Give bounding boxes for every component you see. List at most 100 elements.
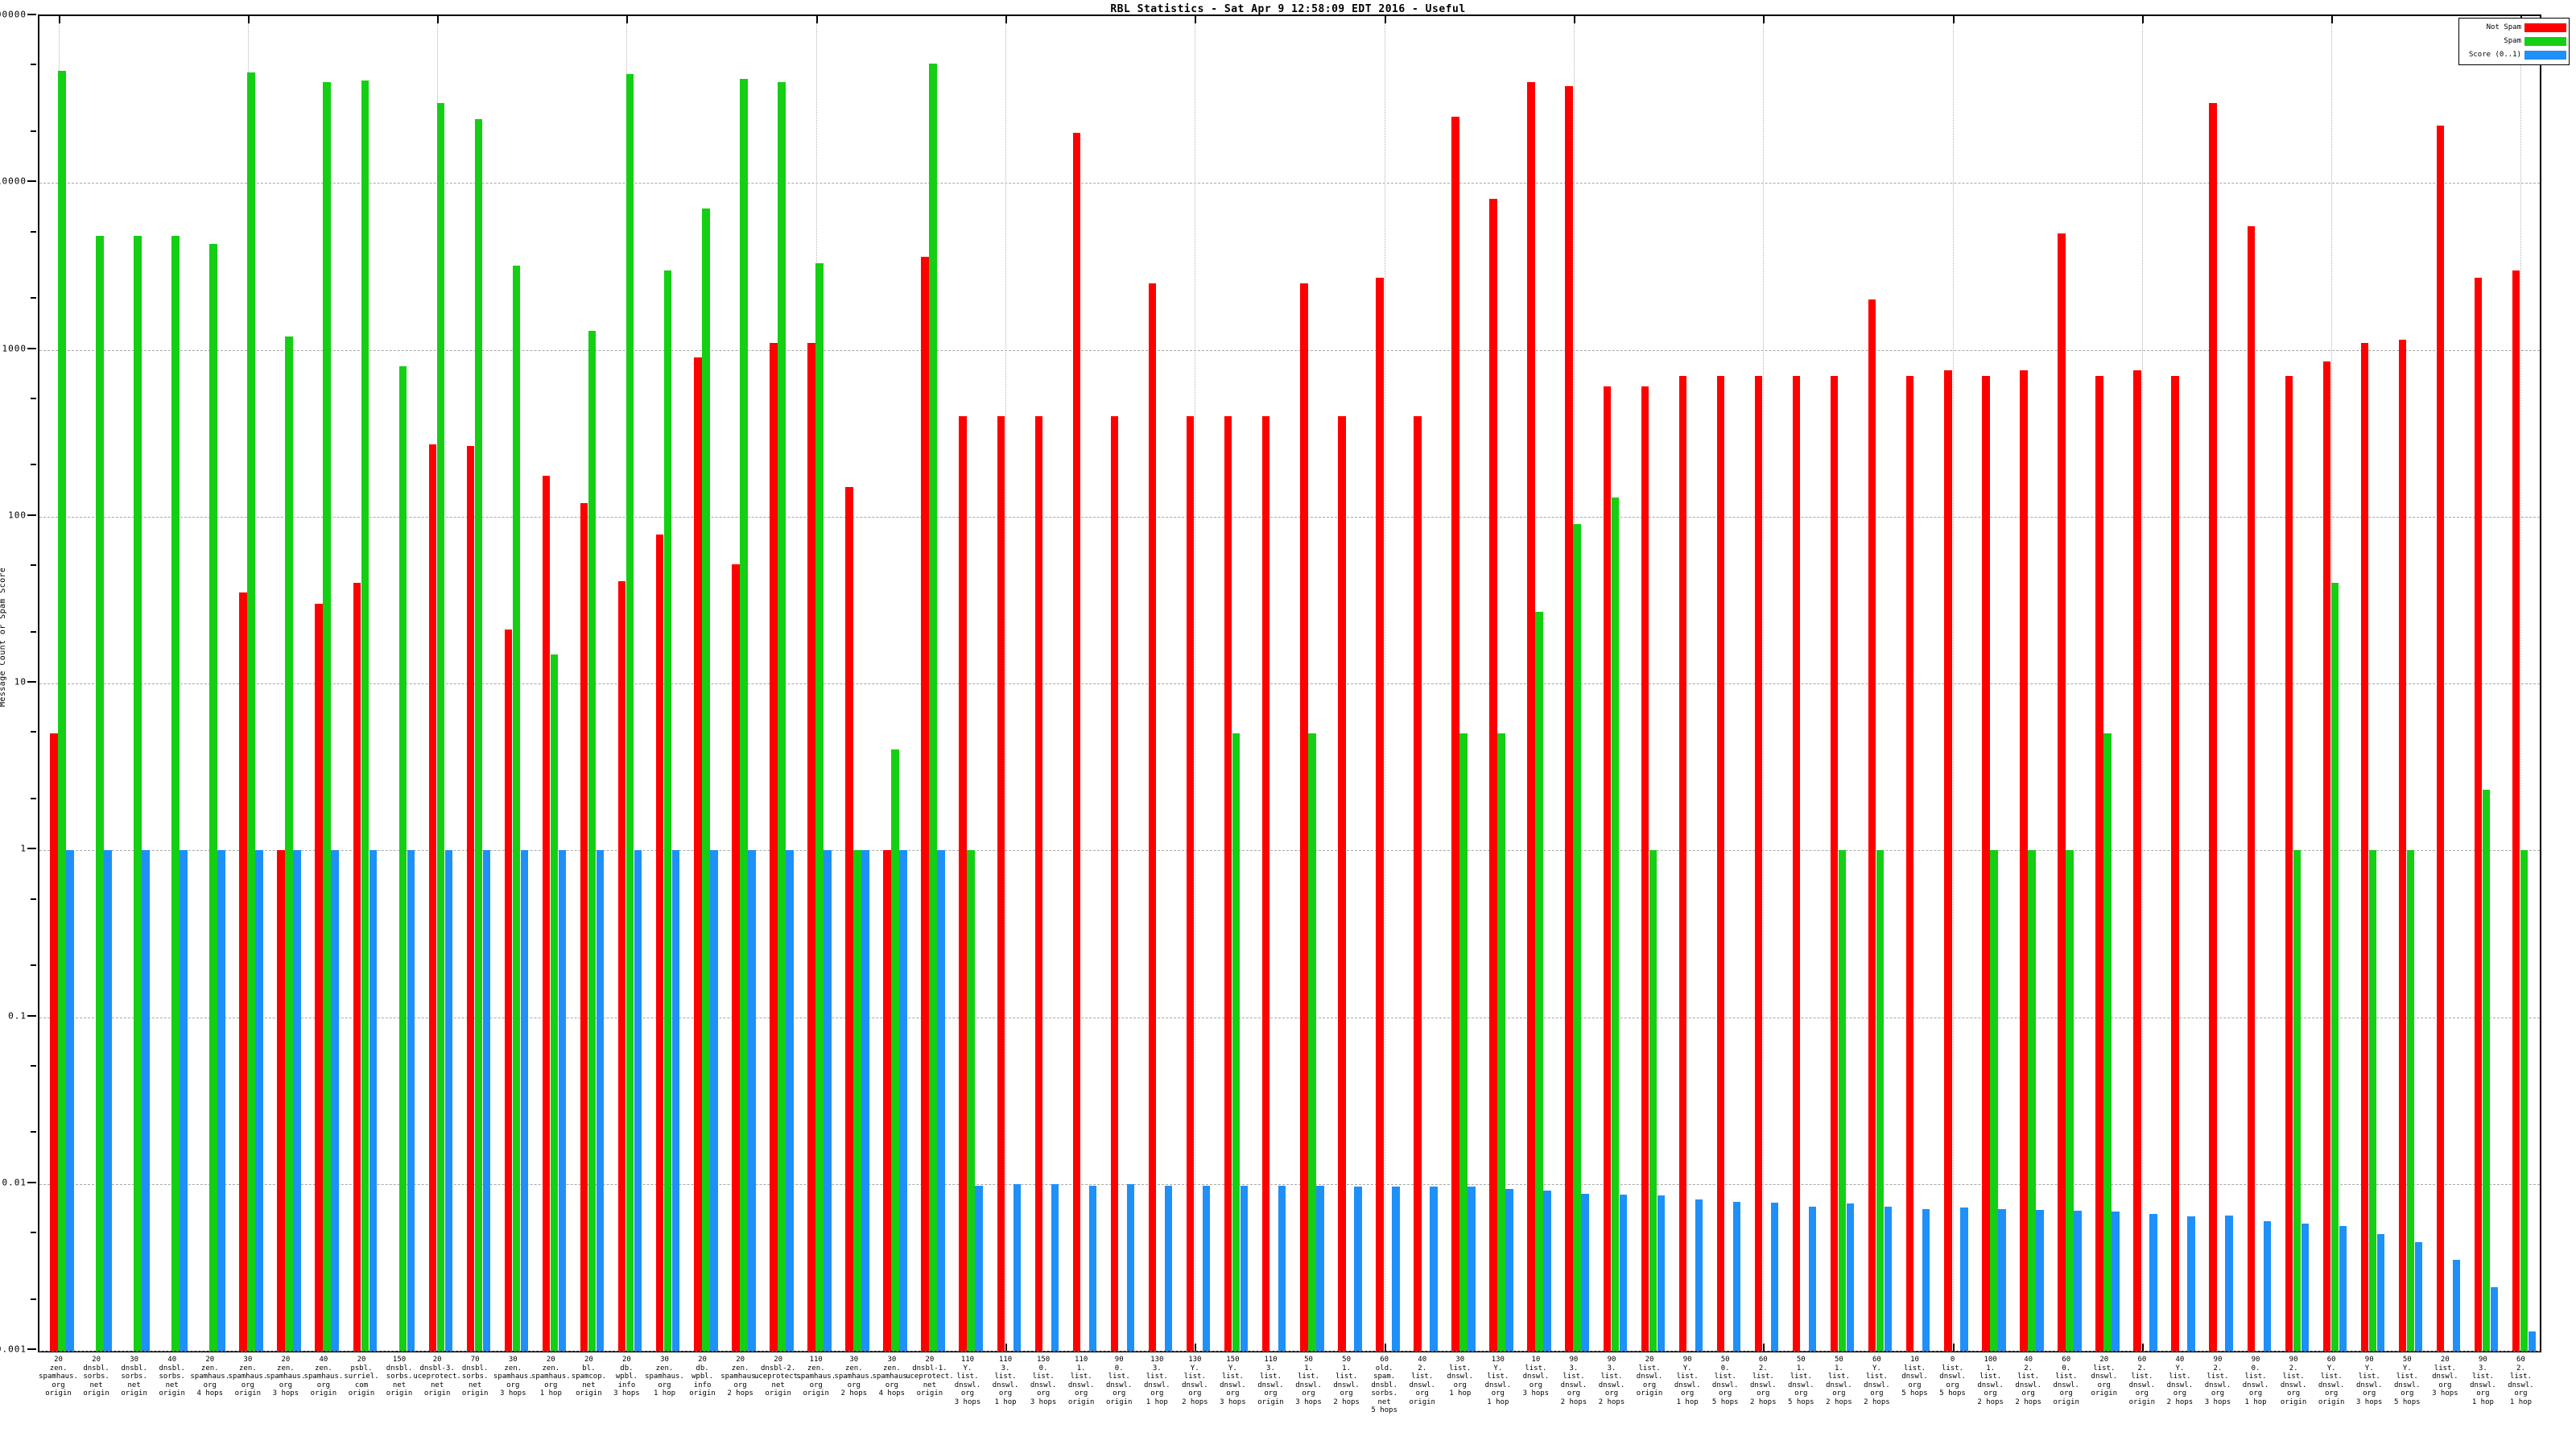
bar-spam[interactable] [2368, 850, 2377, 1351]
bar-not-spam[interactable] [1338, 415, 1346, 1351]
bar-score[interactable] [2339, 1225, 2347, 1351]
bar-spam[interactable] [1838, 850, 1847, 1351]
bar-group[interactable] [229, 16, 266, 1351]
bar-not-spam[interactable] [921, 257, 929, 1351]
bar-not-spam[interactable] [1110, 415, 1119, 1351]
bar-not-spam[interactable] [845, 487, 853, 1351]
bar-score[interactable] [331, 850, 339, 1351]
bar-not-spam[interactable] [277, 850, 285, 1351]
bar-group[interactable] [948, 16, 986, 1351]
bar-spam[interactable] [512, 265, 521, 1351]
bar-spam[interactable] [967, 850, 975, 1351]
bar-spam[interactable] [2066, 850, 2074, 1351]
bar-score[interactable] [1732, 1202, 1741, 1351]
bar-group[interactable] [1896, 16, 1934, 1351]
bar-group[interactable] [759, 16, 797, 1351]
bar-score[interactable] [899, 850, 907, 1351]
bar-score[interactable] [180, 850, 188, 1351]
bar-spam[interactable] [1649, 850, 1657, 1351]
bar-not-spam[interactable] [239, 592, 247, 1351]
bar-spam[interactable] [323, 82, 331, 1351]
bar-score[interactable] [1088, 1185, 1097, 1351]
bar-score[interactable] [1316, 1185, 1324, 1351]
bar-group[interactable] [1820, 16, 1858, 1351]
bar-score[interactable] [1695, 1199, 1703, 1351]
bar-score[interactable] [1202, 1185, 1211, 1351]
bar-score[interactable] [2263, 1220, 2272, 1351]
bar-spam[interactable] [1573, 524, 1581, 1351]
bar-not-spam[interactable] [883, 850, 891, 1351]
bar-not-spam[interactable] [1868, 299, 1876, 1351]
bar-group[interactable] [2198, 16, 2236, 1351]
bar-group[interactable] [191, 16, 229, 1351]
bar-score[interactable] [1846, 1203, 1855, 1351]
bar-score[interactable] [975, 1185, 983, 1351]
bar-group[interactable] [2388, 16, 2426, 1351]
bar-score[interactable] [748, 850, 756, 1351]
bar-score[interactable] [2187, 1216, 2195, 1351]
bar-score[interactable] [104, 850, 112, 1351]
bar-not-spam[interactable] [1148, 283, 1157, 1351]
bar-not-spam[interactable] [1641, 386, 1649, 1351]
bar-score[interactable] [1468, 1187, 1476, 1351]
bar-not-spam[interactable] [959, 415, 967, 1351]
bar-not-spam[interactable] [1186, 415, 1195, 1351]
bar-group[interactable] [1517, 16, 1554, 1351]
bar-not-spam[interactable] [617, 581, 626, 1351]
bar-group[interactable] [608, 16, 646, 1351]
bar-not-spam[interactable] [1603, 386, 1611, 1351]
bar-not-spam[interactable] [1830, 375, 1839, 1351]
bar-group[interactable] [1214, 16, 1252, 1351]
bar-score[interactable] [66, 850, 74, 1351]
bar-score[interactable] [2149, 1214, 2157, 1351]
bar-spam[interactable] [778, 82, 786, 1351]
bar-score[interactable] [1808, 1207, 1817, 1351]
bar-score[interactable] [444, 850, 453, 1351]
bar-spam[interactable] [2330, 583, 2339, 1351]
bar-score[interactable] [482, 850, 491, 1351]
bar-not-spam[interactable] [1944, 370, 1952, 1351]
bar-score[interactable] [2452, 1260, 2461, 1351]
bar-not-spam[interactable] [1376, 278, 1384, 1351]
bar-group[interactable] [646, 16, 683, 1351]
legend-item[interactable]: Not Spam [2462, 22, 2566, 33]
bar-group[interactable] [2009, 16, 2047, 1351]
bar-score[interactable] [217, 850, 225, 1351]
bar-spam[interactable] [2482, 790, 2491, 1351]
bar-group[interactable] [419, 16, 456, 1351]
bar-score[interactable] [2301, 1223, 2310, 1351]
bar-not-spam[interactable] [1034, 415, 1043, 1351]
bar-group[interactable] [570, 16, 608, 1351]
bar-score[interactable] [634, 850, 642, 1351]
bar-not-spam[interactable] [466, 446, 475, 1351]
bar-not-spam[interactable] [1565, 86, 1573, 1351]
bar-score[interactable] [1430, 1187, 1438, 1351]
bar-group[interactable] [494, 16, 532, 1351]
bar-score[interactable] [710, 850, 718, 1351]
bar-not-spam[interactable] [50, 733, 58, 1351]
bar-group[interactable] [797, 16, 835, 1351]
bar-not-spam[interactable] [997, 415, 1005, 1351]
bar-group[interactable] [2085, 16, 2123, 1351]
bar-score[interactable] [2225, 1215, 2233, 1351]
bar-score[interactable] [1051, 1183, 1059, 1351]
bar-group[interactable] [1138, 16, 1176, 1351]
bar-score[interactable] [2414, 1241, 2423, 1351]
bar-not-spam[interactable] [2171, 375, 2179, 1351]
bar-group[interactable] [1934, 16, 1971, 1351]
bar-group[interactable] [910, 16, 948, 1351]
bar-not-spam[interactable] [770, 342, 778, 1351]
bar-group[interactable] [1592, 16, 1630, 1351]
bar-spam[interactable] [891, 749, 899, 1351]
bar-spam[interactable] [1497, 733, 1505, 1351]
bar-spam[interactable] [625, 73, 634, 1351]
bar-score[interactable] [2036, 1209, 2044, 1351]
bar-not-spam[interactable] [504, 630, 513, 1351]
bar-score[interactable] [824, 850, 832, 1351]
bar-group[interactable] [1327, 16, 1365, 1351]
bar-group[interactable] [1290, 16, 1327, 1351]
bar-spam[interactable] [1308, 733, 1316, 1351]
bar-spam[interactable] [1535, 611, 1543, 1351]
bar-group[interactable] [683, 16, 721, 1351]
bar-not-spam[interactable] [428, 444, 437, 1351]
